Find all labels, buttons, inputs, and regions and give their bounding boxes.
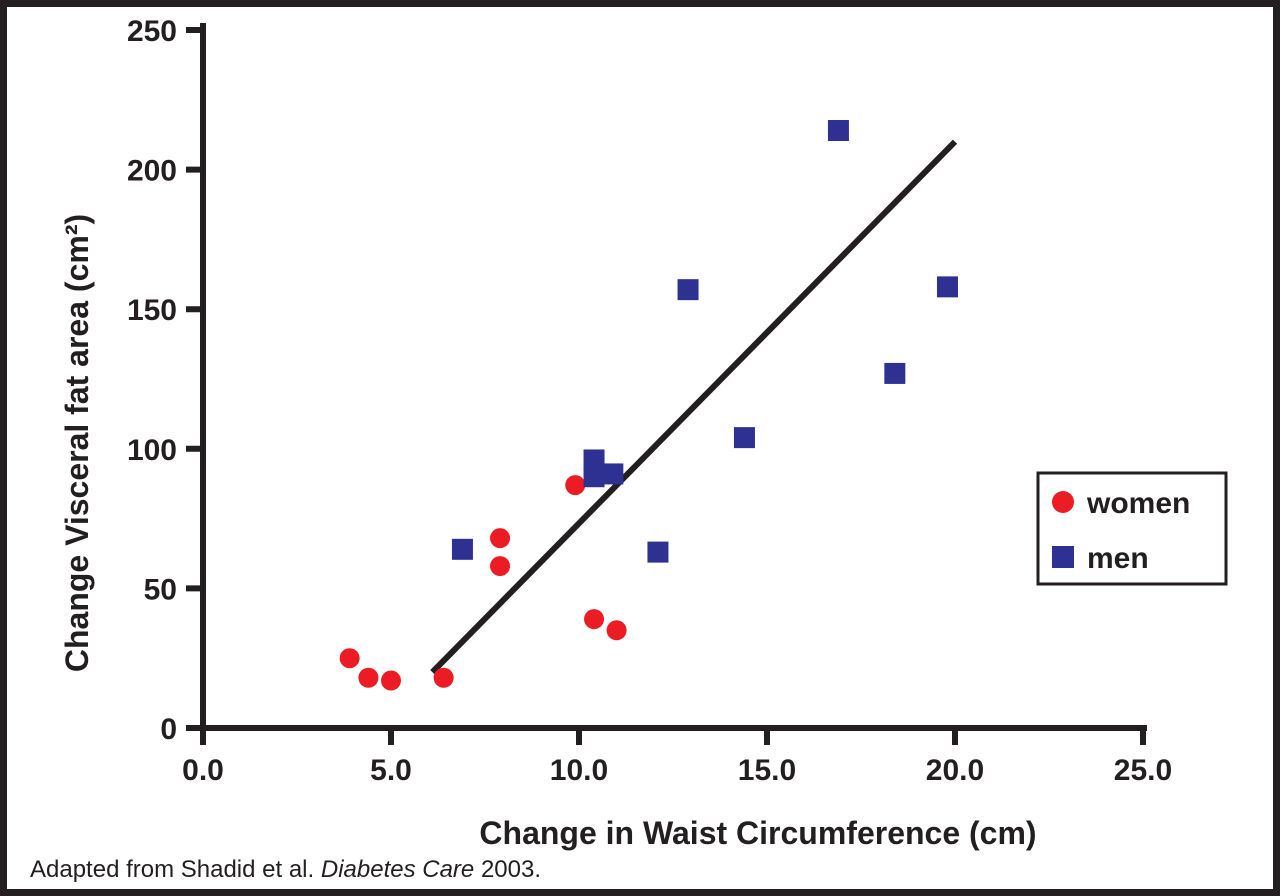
data-point-men [677,279,699,301]
data-point-men [583,466,605,488]
caption-journal: Diabetes Care [321,856,474,883]
legend-men-marker-icon [1052,546,1074,568]
data-point-men [733,427,755,449]
plot-area: 0.0 5.0 10.0 15.0 20.0 25.0 0 50 100 150 200 250 [127,15,1172,787]
legend-label-men: men [1087,542,1149,575]
y-tick-label: 100 [127,434,177,467]
data-point-women [606,620,627,641]
data-point-women [339,648,360,669]
legend-label-women: women [1086,487,1190,520]
legend-women-marker-icon [1052,491,1074,513]
y-tick-label: 0 [160,713,177,746]
x-axis-title: Change in Waist Circumference (cm) [479,815,1036,851]
y-tick-label: 250 [127,15,177,48]
x-tick-label: 5.0 [370,754,412,787]
data-point-women [584,609,605,630]
data-point-men [827,120,849,142]
x-tick-label: 25.0 [1114,754,1172,787]
data-point-women [565,475,586,496]
data-point-men [602,463,624,485]
data-point-women [358,667,379,688]
data-point-women [433,667,454,688]
y-tick-label: 200 [127,155,177,188]
source-caption: Adapted from Shadid et al. Diabetes Care… [30,856,541,883]
data-point-men [583,449,605,471]
data-point-men [451,538,473,560]
y-tick-label: 50 [144,573,177,606]
x-tick-label: 20.0 [926,754,984,787]
data-point-men [647,541,669,563]
y-tick-label: 150 [127,294,177,327]
data-point-women [490,528,511,549]
x-tick-label: 0.0 [182,754,224,787]
data-point-women [490,556,511,577]
x-tick-label: 15.0 [738,754,796,787]
caption-suffix: 2003. [474,856,541,883]
trend-line [430,139,958,675]
data-point-men [936,276,958,298]
caption-prefix: Adapted from Shadid et al. [30,856,321,883]
data-point-women [381,670,401,691]
y-axis-title: Change Visceral fat area (cm²) [59,214,95,672]
x-tick-label: 10.0 [550,754,608,787]
data-point-men [884,362,906,384]
legend: women men [1036,471,1228,586]
